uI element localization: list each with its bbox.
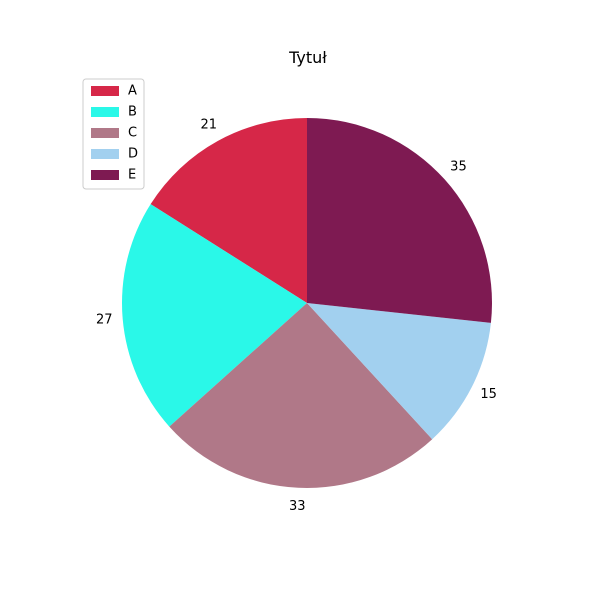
pie-slice-b	[121, 204, 308, 427]
pie-slice-a	[150, 118, 307, 303]
pie-slices	[121, 118, 492, 489]
chart-title: Tytuł	[288, 48, 327, 67]
legend-swatch-c	[91, 128, 119, 138]
slice-label-c: 33	[289, 499, 306, 514]
legend-swatch-d	[91, 149, 119, 159]
legend-label-e: E	[128, 168, 136, 183]
legend-label-c: C	[128, 126, 137, 141]
pie-slice-e	[307, 118, 492, 323]
slice-labels: 21 27 33 15 35	[96, 117, 497, 514]
legend-swatch-a	[91, 86, 119, 96]
legend-swatch-e	[91, 170, 119, 180]
legend-label-b: B	[128, 105, 137, 120]
slice-label-b: 27	[96, 313, 113, 328]
pie-slice-c	[169, 303, 433, 489]
slice-label-a: 21	[201, 117, 218, 132]
pie-slice-d	[307, 303, 491, 440]
legend-label-a: A	[128, 84, 137, 99]
slice-label-d: 15	[480, 387, 497, 402]
slice-label-e: 35	[450, 160, 467, 175]
legend-swatch-b	[91, 107, 119, 117]
legend-label-d: D	[128, 147, 138, 162]
